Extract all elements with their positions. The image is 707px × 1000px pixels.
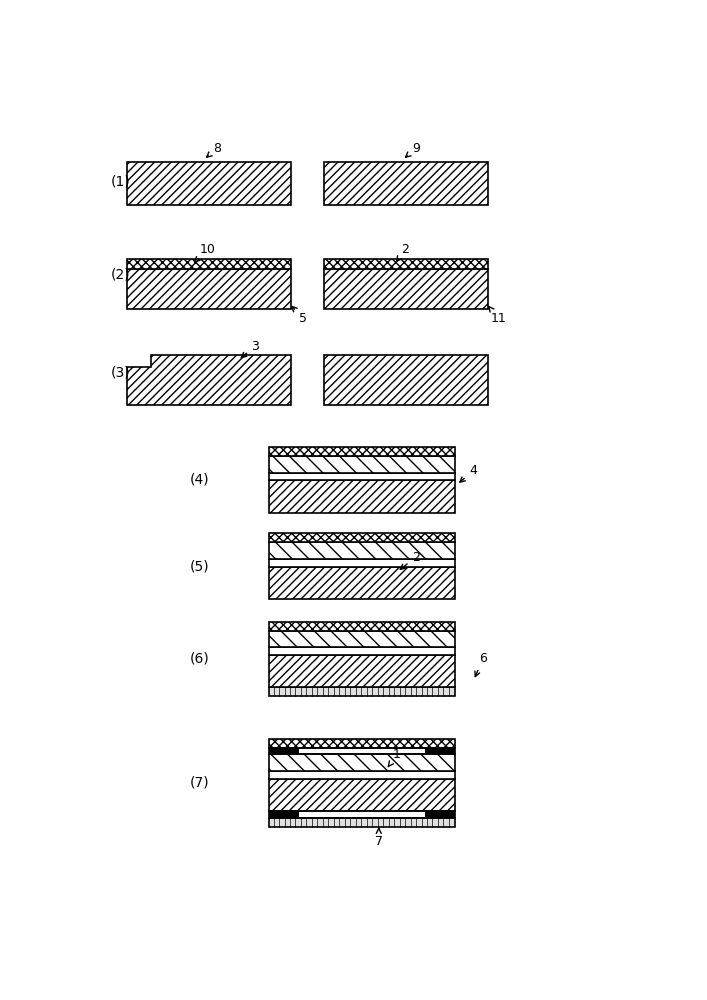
Bar: [269, 687, 455, 696]
Bar: [269, 811, 455, 818]
Text: 11: 11: [489, 306, 506, 325]
Text: 8: 8: [206, 142, 221, 157]
Bar: [269, 559, 455, 567]
Bar: [127, 269, 291, 309]
Polygon shape: [127, 355, 291, 405]
Text: 3: 3: [241, 340, 259, 358]
Bar: [269, 818, 455, 827]
Bar: [269, 631, 455, 647]
Bar: [269, 533, 455, 542]
Text: (1): (1): [110, 175, 130, 189]
Text: 4: 4: [460, 464, 477, 482]
Bar: [269, 622, 455, 631]
Text: 6: 6: [475, 652, 487, 677]
Bar: [269, 480, 455, 513]
Text: (5): (5): [189, 559, 209, 573]
Bar: [269, 647, 455, 655]
Bar: [269, 655, 455, 687]
Bar: [269, 754, 455, 771]
Bar: [426, 748, 455, 754]
Bar: [324, 259, 489, 269]
Text: 2: 2: [400, 551, 420, 569]
Text: (6): (6): [189, 652, 209, 666]
Bar: [269, 748, 455, 754]
Text: 5: 5: [292, 306, 307, 325]
Bar: [269, 739, 455, 748]
Text: 10: 10: [194, 243, 216, 262]
Bar: [269, 779, 455, 811]
Text: (7): (7): [189, 776, 209, 790]
Bar: [269, 771, 455, 779]
Bar: [324, 355, 489, 405]
Bar: [127, 162, 291, 205]
Text: (3): (3): [110, 366, 130, 380]
Text: 2: 2: [397, 243, 409, 262]
Bar: [426, 811, 455, 818]
Text: 7: 7: [375, 828, 382, 848]
Bar: [269, 473, 455, 480]
Text: (4): (4): [189, 473, 209, 487]
Bar: [269, 447, 455, 456]
Text: 9: 9: [406, 142, 420, 157]
Bar: [269, 567, 455, 599]
Text: 1: 1: [388, 748, 401, 767]
Bar: [127, 259, 291, 269]
Bar: [269, 748, 299, 754]
Bar: [324, 269, 489, 309]
Text: (2): (2): [110, 267, 130, 281]
Bar: [269, 811, 299, 818]
Bar: [269, 456, 455, 473]
Bar: [324, 162, 489, 205]
Bar: [269, 542, 455, 559]
